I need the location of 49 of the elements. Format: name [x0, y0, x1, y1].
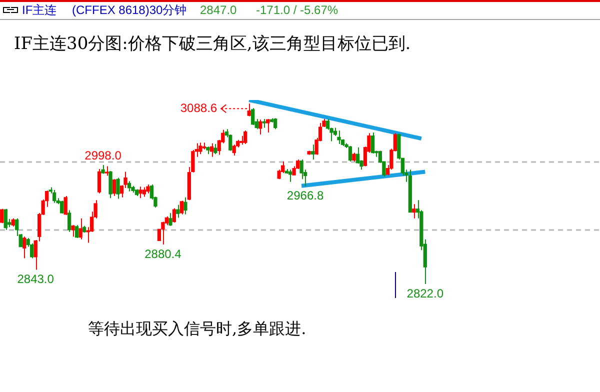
candlestick: [78, 218, 82, 240]
candlestick: [97, 168, 102, 194]
text: (CFFEX 8618)30分钟: [72, 2, 187, 18]
candlestick: [74, 224, 79, 238]
candlestick: [266, 118, 270, 133]
candlestick: [108, 170, 112, 199]
candlestick: [64, 196, 68, 216]
text: -171.0 / -5.67%: [256, 2, 338, 18]
candlestick: [191, 150, 195, 173]
candlestick: [104, 166, 109, 176]
candlestick: [412, 204, 416, 219]
annotation: 2843.0: [17, 272, 54, 286]
candlestick: [180, 200, 184, 215]
candlestick: [67, 210, 72, 232]
candlestick: [161, 221, 165, 245]
candlestick: [198, 142, 202, 155]
candlestick: [214, 143, 218, 155]
candlestick: [138, 186, 142, 199]
chart-title: IF主连30分图:价格下破三角区,该三角型目标位已到.: [14, 33, 411, 55]
text: IF主连: [22, 2, 57, 18]
candlestick: [176, 204, 180, 218]
candlestick: [370, 132, 375, 154]
candlestick: [337, 130, 341, 144]
candlestick: [168, 212, 172, 226]
annotation: 2880.4: [144, 246, 182, 261]
candlestick: [142, 186, 146, 198]
annotation: 2966.8: [286, 188, 324, 202]
text: 2847.0: [200, 2, 237, 18]
candlestick: [251, 108, 255, 126]
candlestick: [258, 119, 262, 135]
candlestick: [247, 103, 251, 117]
candlestick: [112, 178, 116, 197]
candlestick: [310, 144, 315, 160]
candlestick: [184, 196, 188, 215]
candlestick: [0, 208, 4, 224]
candlestick: [71, 224, 75, 238]
candlestick: [232, 144, 236, 156]
candlestick: [172, 208, 176, 223]
candlestick: [348, 146, 352, 162]
candlestick: [127, 180, 132, 192]
candlestick: [22, 236, 26, 259]
annotation: 2998.0: [84, 148, 122, 162]
candlestick: [4, 208, 8, 230]
candlestick: [244, 130, 248, 144]
candlestick: [52, 189, 56, 204]
candlestick: [116, 177, 120, 200]
text: 等待出现买入信号时,多单跟进.: [88, 319, 306, 340]
annotation: 3088.6: [180, 100, 218, 115]
annotation: 2822.0: [406, 286, 444, 300]
